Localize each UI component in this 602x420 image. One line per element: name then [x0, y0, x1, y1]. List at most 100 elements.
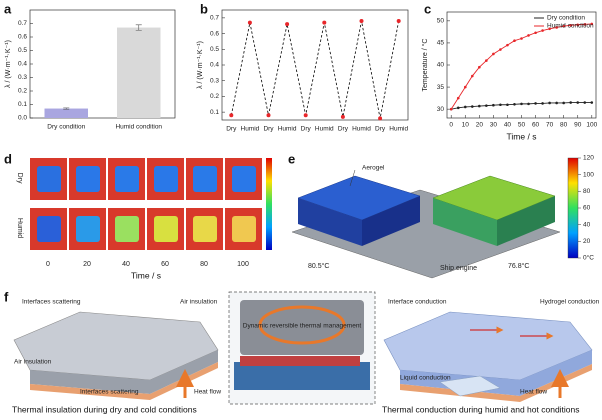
y-tick-label: 0.6 [18, 34, 27, 41]
marker [583, 101, 587, 104]
marker [527, 102, 530, 106]
marker [541, 102, 544, 105]
y-tick-label: 0.1 [18, 101, 27, 108]
marker [576, 101, 580, 104]
legend-label: Dry condition [547, 15, 585, 22]
marker [485, 59, 488, 62]
marker [590, 101, 594, 104]
y-tick-label: 0.3 [18, 74, 27, 81]
thermal-sample [37, 166, 61, 192]
marker [478, 104, 481, 108]
annotation: Heat flow [194, 389, 221, 396]
x-tick-label: Humid [278, 126, 297, 133]
thermal-sample [232, 166, 256, 192]
annotation: Air insulation [180, 299, 218, 306]
marker [499, 103, 502, 107]
marker [562, 101, 565, 105]
marker [492, 52, 495, 56]
marker [590, 22, 594, 26]
colorbar-label: 20 [583, 238, 591, 245]
annotation: Air insulation [14, 359, 52, 366]
x-tick-label: Dry [263, 126, 274, 133]
error-bar [63, 107, 70, 110]
legend-label: Humid condition [547, 23, 594, 30]
x-tick-label: Humid [241, 126, 260, 133]
thermal-sample [76, 166, 100, 192]
x-tick-label: 100 [586, 122, 597, 129]
marker [359, 19, 364, 23]
marker [569, 23, 572, 27]
marker [463, 85, 467, 89]
x-tick-label: 20 [476, 122, 484, 129]
panel-letter: a [4, 1, 12, 16]
x-tick-label: 80 [560, 122, 568, 129]
thermal-sample [193, 216, 217, 242]
x-tick-label: 0 [46, 261, 50, 268]
panel-letter: b [200, 1, 208, 16]
thermal-sample [154, 216, 178, 242]
marker [471, 74, 474, 78]
marker [555, 26, 558, 29]
marker [548, 27, 551, 31]
colorbar-label: 80 [583, 188, 591, 195]
simulation-blocks [291, 157, 579, 279]
thermal-sample [115, 216, 139, 242]
marker [449, 107, 453, 111]
panel-letter: f [4, 289, 9, 304]
x-tick-label: Dry [301, 126, 312, 133]
mechanism-schematic [13, 291, 593, 405]
line [230, 20, 400, 119]
y-axis-label: Temperature / °C [421, 39, 429, 92]
marker [548, 101, 551, 105]
caption: Thermal insulation during dry and cold c… [12, 404, 197, 414]
x-tick-label: 50 [518, 122, 526, 129]
x-tick-label: 40 [504, 122, 512, 129]
y-tick-label: 30 [437, 106, 445, 113]
annotation: 80.5°C [308, 262, 329, 270]
x-tick-label: 20 [83, 261, 91, 268]
marker [478, 65, 481, 69]
line [450, 23, 592, 110]
x-tick-label: 10 [462, 122, 470, 129]
marker [562, 24, 565, 28]
marker [499, 48, 502, 51]
annotation: Interfaces scattering [80, 389, 139, 396]
colorbar [266, 158, 272, 250]
panel-letter: e [288, 151, 295, 166]
marker [555, 101, 558, 105]
marker [303, 113, 308, 118]
marker [322, 20, 327, 25]
y-tick-label: 0.3 [210, 77, 219, 84]
y-tick-label: 0.7 [210, 15, 219, 22]
y-tick-label: 0.1 [210, 109, 219, 116]
y-tick-label: 0.7 [18, 20, 27, 27]
annotation: Interfaces scattering [22, 299, 81, 306]
marker [456, 106, 460, 110]
y-tick-label: 0.4 [210, 62, 219, 69]
x-tick-label: 90 [574, 122, 582, 129]
y-tick-label: 0.0 [18, 115, 27, 122]
marker [266, 113, 271, 118]
marker [247, 20, 252, 25]
x-tick-label: 0 [449, 122, 453, 129]
marker [520, 37, 523, 40]
thermal-sample [37, 216, 61, 242]
marker [569, 101, 572, 104]
marker [471, 105, 474, 108]
y-axis-label: λ / (W·m⁻¹·K⁻¹) [197, 41, 204, 89]
x-tick-label: 70 [546, 122, 554, 129]
marker [485, 104, 488, 107]
x-tick-label: 100 [237, 261, 249, 268]
x-tick-label: Humid condition [115, 124, 162, 131]
marker [520, 102, 523, 106]
y-tick-label: 45 [437, 40, 445, 47]
marker [378, 116, 383, 121]
row-label: Dry [16, 173, 23, 184]
annotation: Heat flow [520, 389, 547, 396]
x-tick-label: 30 [490, 122, 498, 129]
annotation: Hydrogel conduction [540, 299, 600, 306]
x-tick-label: 60 [532, 122, 540, 129]
x-tick-label: Humid [352, 126, 371, 133]
marker [506, 103, 509, 107]
